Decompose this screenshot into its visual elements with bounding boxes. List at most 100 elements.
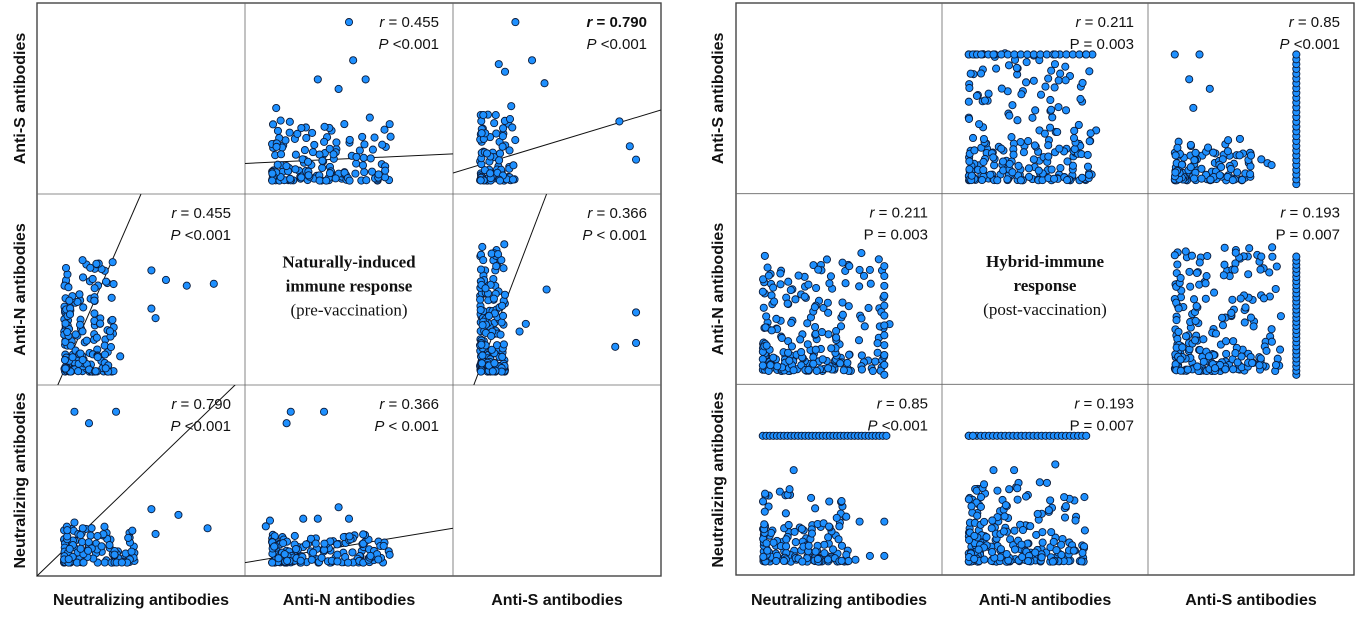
data-point (495, 149, 505, 158)
data-point (1046, 123, 1055, 132)
r-value: 0.211 (892, 205, 928, 222)
data-point (310, 140, 319, 149)
correlation-label: r = 0.790 (171, 396, 231, 413)
data-point (66, 341, 75, 350)
data-point (345, 135, 354, 144)
data-point (804, 365, 813, 374)
data-point (111, 407, 121, 416)
correlation-label: r = 0.211 (869, 205, 928, 222)
p-value: <0.001 (185, 418, 231, 435)
r-value: 0.193 (1096, 395, 1134, 412)
data-point (874, 255, 883, 264)
data-point (1044, 152, 1053, 161)
data-point (1063, 176, 1072, 185)
data-point (989, 153, 998, 162)
data-point (509, 161, 518, 170)
data-point (964, 495, 973, 504)
data-point (1191, 336, 1200, 345)
data-point (1054, 76, 1063, 85)
data-point (78, 355, 87, 364)
data-point (320, 122, 329, 131)
data-point (378, 140, 387, 149)
data-point (1033, 509, 1042, 519)
data-point (1051, 50, 1060, 59)
data-point (344, 18, 354, 27)
data-point (880, 551, 889, 560)
data-point (880, 360, 889, 369)
data-point (782, 535, 791, 544)
data-point (1244, 270, 1253, 279)
data-point (1199, 357, 1208, 366)
data-point (1014, 161, 1023, 170)
data-point (980, 517, 989, 526)
data-point (1256, 354, 1265, 363)
data-point (817, 328, 827, 337)
data-point (1040, 129, 1049, 138)
data-point (1034, 166, 1043, 175)
correlation-label: r = 0.455 (171, 205, 231, 222)
data-point (78, 538, 87, 547)
data-point (1178, 343, 1187, 352)
scatter-cell-r1-c0: r = 0.211 P = 0.003 (758, 205, 928, 379)
data-point (1201, 279, 1210, 288)
data-point (109, 279, 118, 289)
data-point (964, 114, 974, 123)
data-point (988, 547, 997, 557)
data-point (1000, 512, 1009, 521)
data-point (1230, 265, 1239, 274)
data-point (1012, 63, 1021, 72)
data-point (540, 79, 549, 88)
data-point (1195, 50, 1204, 59)
data-point (108, 258, 117, 267)
data-point (760, 507, 769, 516)
data-point (1222, 349, 1231, 358)
data-point (117, 558, 126, 567)
data-point (836, 359, 845, 368)
data-point (1056, 163, 1065, 173)
data-point (282, 161, 291, 171)
data-point (1246, 170, 1255, 179)
data-point (302, 133, 311, 143)
data-point (820, 549, 829, 558)
data-point (498, 352, 507, 361)
data-point (1025, 172, 1034, 181)
data-point (993, 176, 1002, 185)
data-point (498, 142, 507, 151)
data-point (1057, 540, 1066, 549)
data-point (1203, 251, 1212, 261)
data-point (332, 138, 341, 147)
data-point (1083, 162, 1093, 171)
data-point (96, 319, 105, 328)
data-point (784, 348, 793, 357)
data-points (59, 407, 212, 567)
data-point (1047, 66, 1056, 75)
scatter-cell-r2-c0: r = 0.85 P <0.001 (758, 395, 928, 566)
p-value: <0.001 (1294, 36, 1340, 53)
data-point (147, 505, 156, 514)
data-point (1229, 337, 1238, 346)
r-value: 0.85 (899, 395, 928, 412)
data-point (90, 309, 99, 318)
row-label: Anti-S antibodies (12, 33, 29, 165)
row-label: Anti-N antibodies (710, 223, 727, 356)
data-point (1047, 105, 1056, 114)
data-point (1231, 248, 1240, 257)
data-point (84, 546, 93, 555)
data-point (880, 271, 889, 281)
data-point (812, 283, 821, 293)
data-point (979, 480, 989, 489)
data-point (107, 293, 116, 302)
data-point (1010, 545, 1020, 554)
data-point (1050, 60, 1060, 69)
data-point (1086, 129, 1095, 138)
data-point (1227, 308, 1236, 317)
data-point (61, 319, 70, 328)
data-point (334, 84, 343, 93)
data-point (770, 297, 779, 306)
data-point (1010, 526, 1019, 535)
data-point (286, 407, 295, 416)
data-point (273, 160, 282, 169)
data-point (273, 126, 282, 135)
data-point (812, 366, 821, 375)
data-point (317, 553, 326, 562)
